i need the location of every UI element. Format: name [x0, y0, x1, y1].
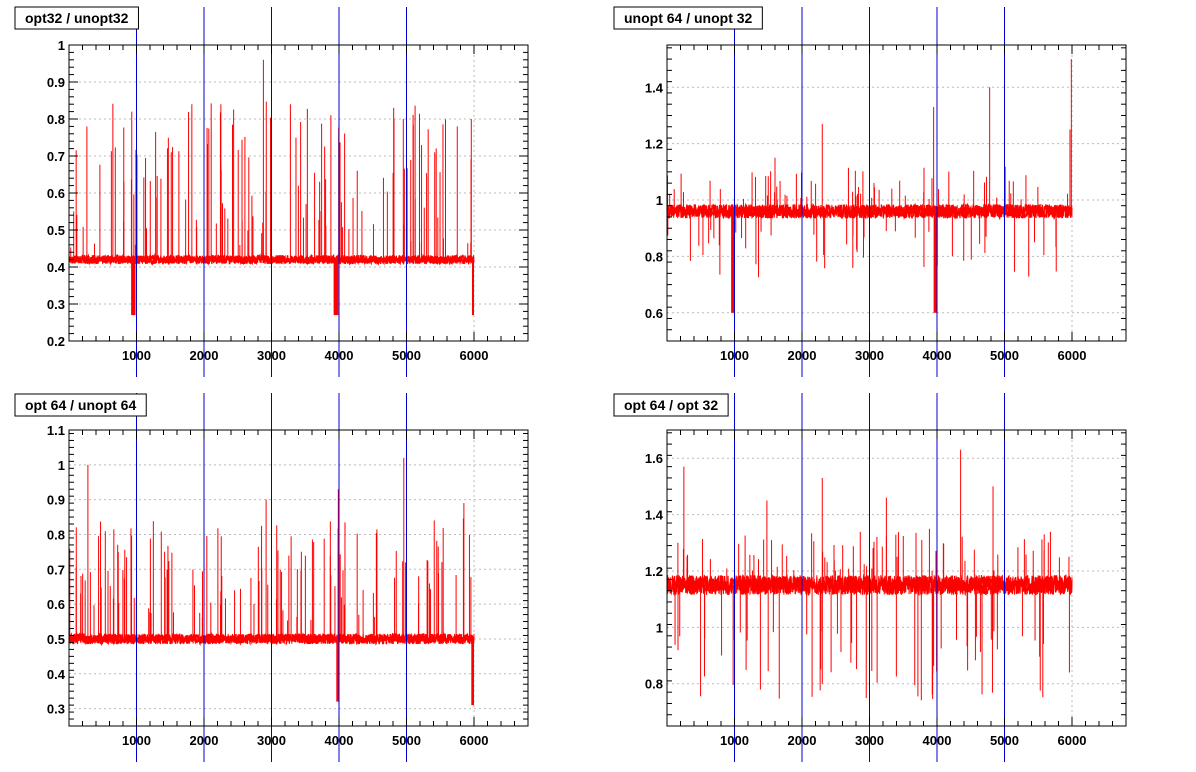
- y-tick-label: 1.1: [47, 423, 65, 438]
- y-tick-label: 0.6: [47, 597, 65, 612]
- y-tick-label: 0.4: [47, 260, 66, 275]
- data-dip: [131, 259, 136, 316]
- y-tick-label: 1: [58, 458, 65, 473]
- y-tick-label: 0.8: [47, 527, 65, 542]
- y-tick-label: 1: [656, 193, 663, 208]
- y-tick-label: 0.9: [47, 75, 65, 90]
- plot-frame: [666, 44, 1127, 342]
- x-tick-label: 2000: [788, 733, 817, 748]
- x-tick-label: 2000: [190, 348, 219, 363]
- x-tick-label: 4000: [325, 348, 354, 363]
- x-tick-label: 6000: [1058, 348, 1087, 363]
- y-tick-label: 0.6: [645, 306, 663, 321]
- x-tick-label: 1000: [122, 348, 151, 363]
- chart-title-box: [14, 393, 147, 417]
- x-tick-label: 3000: [855, 733, 884, 748]
- x-tick-label: 2000: [788, 348, 817, 363]
- x-tick-label: 1000: [720, 348, 749, 363]
- y-tick-label: 1.2: [645, 137, 663, 152]
- x-tick-label: 4000: [923, 348, 952, 363]
- y-tick-label: 1.4: [645, 80, 664, 95]
- x-tick-label: 3000: [855, 348, 884, 363]
- x-tick-label: 4000: [325, 733, 354, 748]
- chart-title: opt 64 / unopt 64: [25, 397, 136, 413]
- data-dip: [471, 638, 474, 706]
- x-tick-label: 5000: [990, 348, 1019, 363]
- data-dip: [731, 211, 735, 313]
- x-tick-label: 1000: [720, 733, 749, 748]
- y-tick-label: 1.4: [645, 508, 664, 523]
- y-tick-label: 0.2: [47, 334, 65, 349]
- data-dip: [471, 259, 474, 316]
- x-tick-label: 1000: [122, 733, 151, 748]
- chart-title-box: [14, 6, 139, 30]
- y-tick-label: 0.4: [47, 667, 66, 682]
- y-tick-label: 0.8: [47, 112, 65, 127]
- y-tick-label: 0.3: [47, 297, 65, 312]
- y-tick-label: 0.7: [47, 562, 65, 577]
- y-tick-label: 1.2: [645, 564, 663, 579]
- x-tick-label: 6000: [1058, 733, 1087, 748]
- x-tick-label: 5000: [392, 348, 421, 363]
- y-tick-label: 0.3: [47, 702, 65, 717]
- chart-title-box: [613, 6, 763, 30]
- x-tick-label: 6000: [460, 733, 489, 748]
- x-tick-label: 3000: [257, 348, 286, 363]
- y-tick-label: 0.8: [645, 249, 663, 264]
- y-tick-label: 1.6: [645, 451, 663, 466]
- chart-panel-3: 1000 2000 3000 4000 5000 6000 0.3 0.4 0.5 0.6 0.7 0…: [14, 393, 529, 762]
- y-tick-label: 0.9: [47, 493, 65, 508]
- y-tick-label: 0.7: [47, 149, 65, 164]
- plot-frame: [68, 429, 529, 727]
- y-tick-label: 1: [656, 620, 663, 635]
- data-dip: [336, 638, 339, 702]
- y-tick-label: 0.5: [47, 632, 65, 647]
- data-dip: [933, 211, 937, 313]
- chart-panel-1: 1000 2000 3000 4000 5000 6000 0.2 0.3 0.4 0.5 0.6 0…: [14, 6, 529, 377]
- y-tick-label: 0.5: [47, 223, 65, 238]
- data-dip: [333, 259, 339, 316]
- chart-title: unopt 64 / unopt 32: [624, 10, 753, 26]
- chart-panel-4: 1000 2000 3000 4000 5000 6000 0.8 1 1.2 1.4 1.6 opt…: [613, 393, 1127, 762]
- x-tick-label: 5000: [392, 733, 421, 748]
- chart-panel-2: 1000 2000 3000 4000 5000 6000 0.6 0.8 1 1.2 1.4 uno…: [613, 6, 1127, 377]
- chart-title: opt32 / unopt32: [25, 10, 129, 26]
- chart-title: opt 64 / opt 32: [624, 397, 718, 413]
- x-tick-label: 6000: [460, 348, 489, 363]
- x-tick-label: 3000: [257, 733, 286, 748]
- x-tick-label: 2000: [190, 733, 219, 748]
- y-tick-label: 0.8: [645, 677, 663, 692]
- x-tick-label: 4000: [923, 733, 952, 748]
- chart-title-box: [613, 393, 729, 417]
- y-tick-label: 0.6: [47, 186, 65, 201]
- y-tick-label: 1: [58, 38, 65, 53]
- x-tick-label: 5000: [990, 733, 1019, 748]
